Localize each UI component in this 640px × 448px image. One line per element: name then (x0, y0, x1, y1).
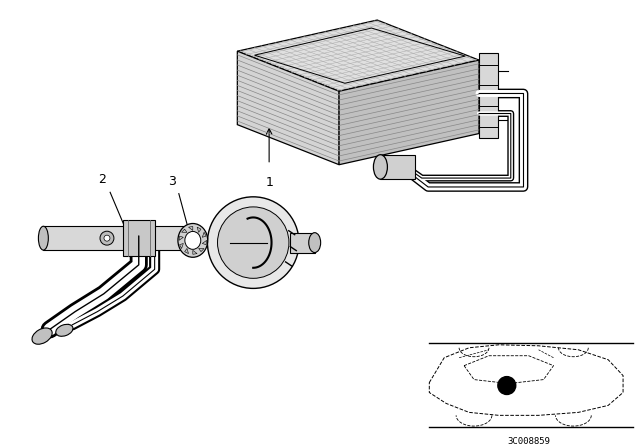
Polygon shape (237, 51, 339, 165)
Polygon shape (202, 241, 207, 245)
Circle shape (218, 207, 289, 278)
Polygon shape (197, 227, 201, 233)
Polygon shape (182, 229, 187, 233)
Polygon shape (198, 249, 204, 252)
Ellipse shape (308, 233, 321, 253)
Circle shape (207, 197, 299, 289)
Ellipse shape (178, 224, 208, 257)
Text: 2: 2 (99, 173, 106, 186)
Polygon shape (189, 227, 193, 230)
Circle shape (100, 231, 114, 245)
Polygon shape (380, 155, 415, 179)
Ellipse shape (32, 328, 52, 344)
Polygon shape (202, 232, 206, 237)
Polygon shape (184, 249, 189, 254)
Polygon shape (237, 20, 479, 91)
Polygon shape (44, 226, 189, 250)
Text: 3: 3 (168, 175, 176, 188)
Polygon shape (339, 60, 479, 165)
Circle shape (498, 377, 516, 395)
Polygon shape (123, 220, 155, 256)
Ellipse shape (373, 155, 387, 179)
Polygon shape (180, 243, 184, 249)
Text: 1: 1 (265, 176, 273, 189)
Text: 3C008859: 3C008859 (507, 437, 550, 446)
Polygon shape (193, 250, 197, 254)
Circle shape (104, 235, 110, 241)
Ellipse shape (185, 232, 201, 250)
Polygon shape (290, 233, 315, 253)
Polygon shape (179, 236, 184, 241)
Ellipse shape (56, 324, 73, 336)
Ellipse shape (38, 226, 49, 250)
Ellipse shape (185, 226, 195, 250)
Polygon shape (479, 53, 498, 138)
Text: 4: 4 (237, 237, 244, 250)
